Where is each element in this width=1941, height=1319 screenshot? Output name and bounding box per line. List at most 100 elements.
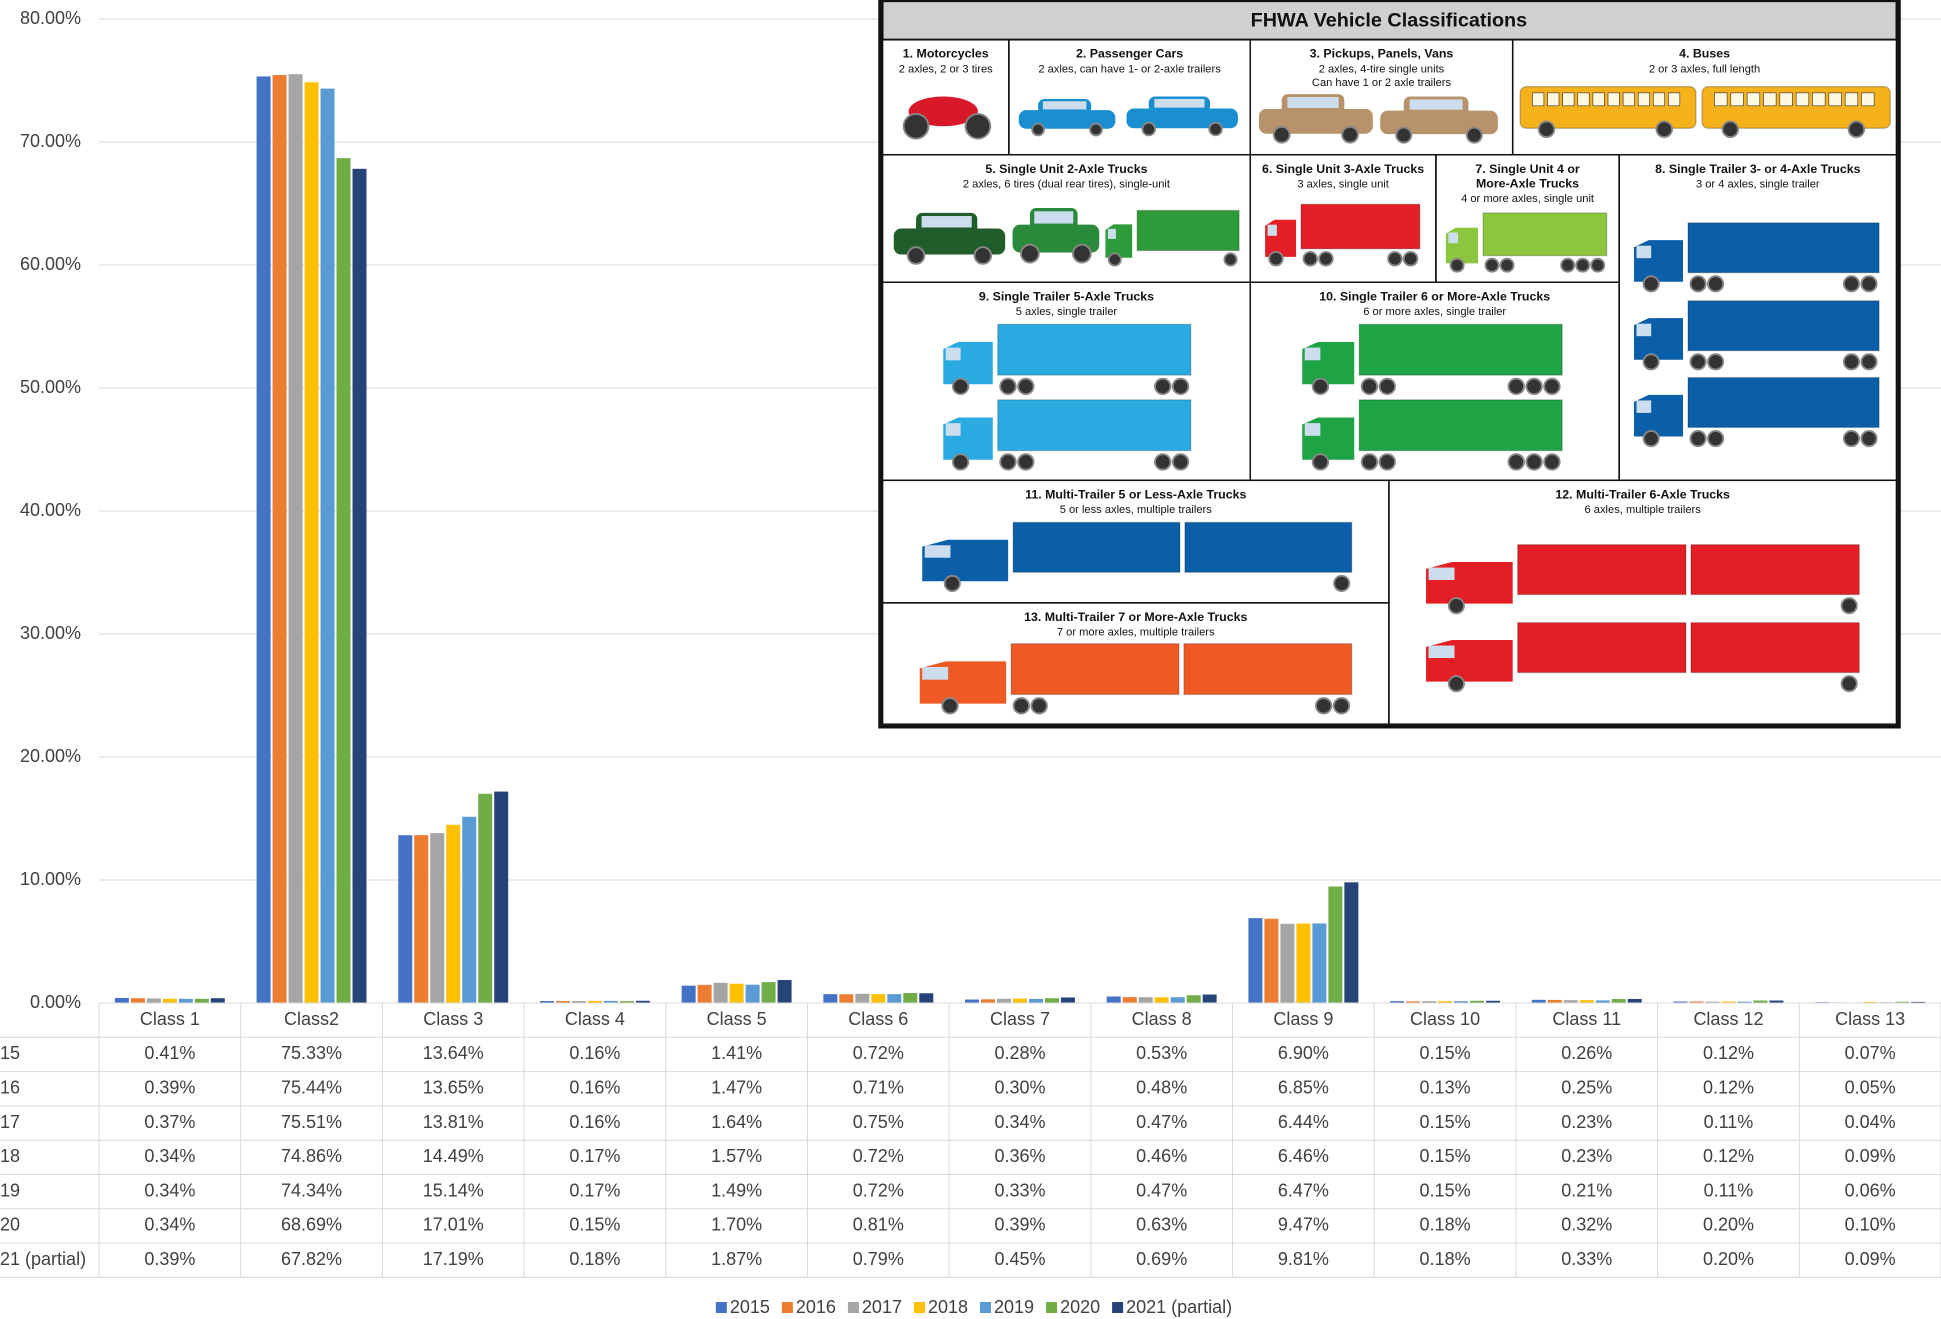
bar: [997, 999, 1011, 1003]
table-value: 0.15%: [1420, 1180, 1471, 1200]
table-value: 0.34%: [144, 1180, 195, 1200]
wheel: [1014, 698, 1030, 714]
bar: [321, 89, 335, 1003]
legend-swatch: [782, 1302, 793, 1313]
bus-window: [1578, 93, 1589, 106]
table-value: 0.15%: [569, 1215, 620, 1235]
bar: [1628, 999, 1642, 1003]
x-tick-label: Class 12: [1693, 1009, 1763, 1029]
bar: [1045, 998, 1059, 1003]
y-tick-label: 40.00%: [20, 500, 81, 520]
bar: [257, 76, 271, 1003]
bar: [1344, 882, 1358, 1003]
table-value: 6.47%: [1278, 1180, 1329, 1200]
legend-label: 2015: [730, 1297, 770, 1317]
vehicle-window: [1034, 211, 1073, 223]
table-value: 0.10%: [1845, 1215, 1896, 1235]
row-label: 2016: [0, 1078, 20, 1098]
trailer: [1137, 210, 1239, 250]
table-value: 0.39%: [994, 1215, 1045, 1235]
table-value: 1.87%: [711, 1249, 762, 1269]
inset: FHWA Vehicle Classifications 1. Motorcycl…: [880, 0, 1899, 727]
wheel: [1018, 454, 1034, 470]
bar: [1171, 997, 1185, 1003]
class-name: 1. Motorcycles: [903, 47, 989, 61]
legend-swatch: [914, 1302, 925, 1313]
bus-window: [1638, 93, 1649, 106]
inset-title: FHWA Vehicle Classifications: [1251, 9, 1528, 31]
table-value: 0.48%: [1136, 1078, 1187, 1098]
class-name: 6. Single Unit 3-Axle Trucks: [1262, 162, 1424, 176]
legend-swatch: [848, 1302, 859, 1313]
wheel: [1644, 431, 1659, 446]
bus-window: [1862, 93, 1875, 106]
trailer: [1518, 545, 1686, 595]
table-value: 0.25%: [1561, 1078, 1612, 1098]
class-name: 3. Pickups, Panels, Vans: [1310, 47, 1454, 61]
x-tick-label: Class 5: [707, 1009, 767, 1029]
trailer: [1185, 522, 1352, 572]
table-value: 0.39%: [144, 1078, 195, 1098]
x-tick-label: Class 9: [1273, 1009, 1333, 1029]
wheel: [1526, 454, 1542, 470]
wheel: [1173, 379, 1189, 395]
legend-label: 2020: [1060, 1297, 1100, 1317]
trailer: [998, 400, 1191, 451]
table-value: 6.44%: [1278, 1112, 1329, 1132]
table-value: 0.15%: [1420, 1146, 1471, 1166]
wheel: [975, 247, 992, 264]
class-name: 9. Single Trailer 5-Axle Trucks: [979, 289, 1154, 303]
table-value: 68.69%: [281, 1215, 342, 1235]
class-description: 2 or 3 axles, full length: [1649, 63, 1760, 75]
legend-label: 2017: [862, 1297, 902, 1317]
wheel: [1861, 431, 1876, 446]
bar: [871, 994, 885, 1003]
bar: [778, 980, 792, 1003]
table-value: 0.15%: [1420, 1043, 1471, 1063]
wheel: [1644, 276, 1659, 291]
row-label: 2017: [0, 1112, 20, 1132]
wheel: [1000, 454, 1016, 470]
table-value: 0.11%: [1704, 1180, 1754, 1200]
wheel: [1708, 276, 1723, 291]
table-value: 0.72%: [853, 1146, 904, 1166]
table-value: 75.51%: [281, 1112, 342, 1132]
table-value: 1.57%: [711, 1146, 762, 1166]
bar: [1029, 999, 1043, 1003]
bar: [1155, 997, 1169, 1003]
table-value: 0.41%: [144, 1043, 195, 1063]
table-value: 74.86%: [281, 1146, 342, 1166]
bus-window: [1731, 93, 1744, 106]
bar: [147, 998, 161, 1003]
truck-window: [1636, 324, 1651, 336]
legend-swatch: [980, 1302, 991, 1313]
table-value: 0.37%: [144, 1112, 195, 1132]
bar: [289, 74, 303, 1003]
truck-window: [1268, 225, 1277, 236]
legend-item: 2015: [716, 1297, 770, 1317]
bar: [746, 985, 760, 1003]
class-name: 8. Single Trailer 3- or 4-Axle Trucks: [1655, 162, 1861, 176]
bus-window: [1845, 93, 1858, 106]
table-value: 0.16%: [569, 1078, 620, 1098]
wheel: [1539, 121, 1555, 137]
vehicle-window: [1410, 99, 1463, 109]
table-value: 0.05%: [1845, 1078, 1896, 1098]
truck-window: [1305, 423, 1321, 436]
table-value: 1.47%: [711, 1078, 762, 1098]
truck-window: [946, 348, 961, 361]
table-value: 1.64%: [711, 1112, 762, 1132]
wheel: [1032, 124, 1044, 136]
wheel: [1467, 128, 1482, 143]
x-tick-label: Class 6: [848, 1009, 908, 1029]
truck-window: [1108, 229, 1116, 239]
bus-window: [1653, 93, 1664, 106]
y-tick-label: 10.00%: [20, 869, 81, 889]
truck-window: [1429, 568, 1455, 580]
bar: [682, 986, 696, 1003]
trailer: [1691, 623, 1859, 673]
table-value: 0.11%: [1704, 1112, 1754, 1132]
y-tick-label: 50.00%: [20, 377, 81, 397]
wheel: [1861, 276, 1876, 291]
wheel: [1173, 454, 1189, 470]
